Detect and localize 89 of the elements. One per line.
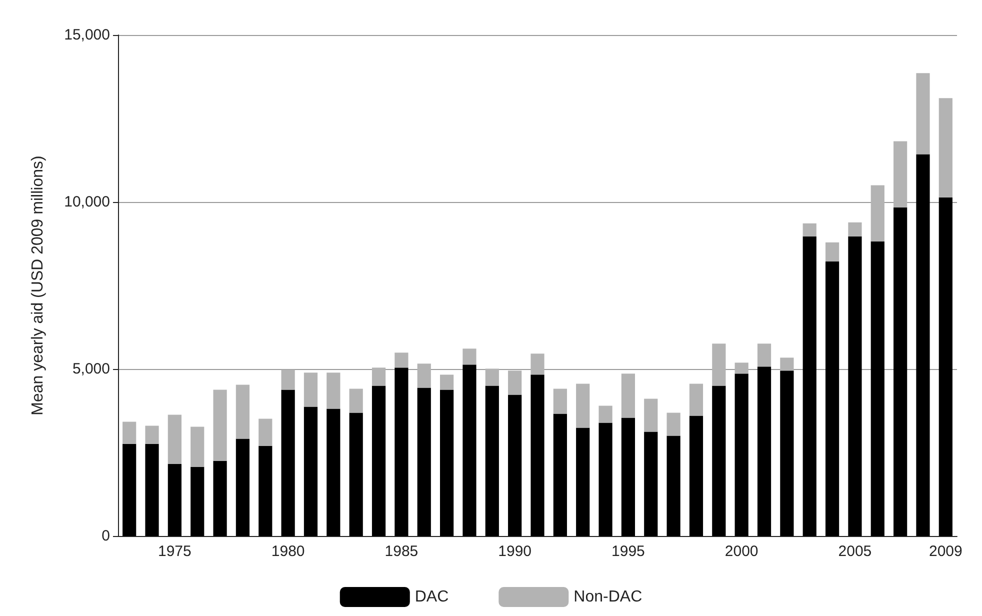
bar (848, 236, 862, 536)
bar (394, 352, 408, 368)
x-tick-label: 1975 (158, 543, 192, 560)
bar (394, 368, 408, 536)
bar (258, 418, 272, 446)
bar (712, 344, 726, 386)
bar (621, 418, 636, 536)
bar (576, 384, 590, 428)
bar (916, 154, 930, 536)
y-tick-label: 10,000 (64, 194, 110, 210)
bar (122, 422, 136, 444)
bar (349, 412, 363, 536)
bar (440, 390, 454, 536)
bar (734, 374, 748, 536)
bar (485, 386, 499, 536)
bar (802, 236, 816, 536)
bar (440, 374, 454, 390)
bar (190, 426, 204, 467)
bar (666, 436, 680, 536)
bar (553, 388, 567, 414)
bar (417, 388, 431, 536)
x-tick-label: 2000 (724, 543, 758, 560)
bar (281, 370, 295, 390)
y-tick-label: 15,000 (64, 26, 110, 44)
legend-label: DAC (414, 588, 449, 606)
bar (213, 390, 227, 461)
bar (825, 242, 840, 262)
bar (213, 460, 227, 536)
bar (757, 344, 772, 367)
bar (666, 412, 680, 436)
bar (372, 386, 386, 536)
x-tick-label: 2009 (928, 543, 962, 560)
bar (780, 358, 794, 371)
bar (462, 364, 476, 536)
bar (894, 207, 908, 536)
bar (938, 197, 952, 536)
bar (802, 223, 816, 236)
bar (780, 370, 794, 536)
bar (508, 370, 522, 395)
x-tick-label: 1980 (271, 543, 305, 560)
bar (598, 422, 612, 536)
y-tick-label: 0 (102, 528, 110, 544)
bar (689, 416, 704, 536)
bar (372, 368, 386, 386)
bar (576, 428, 590, 536)
bar (281, 390, 295, 536)
bar (644, 398, 658, 432)
bar (870, 185, 884, 242)
bar (145, 426, 159, 444)
bar (326, 372, 340, 409)
bar (145, 444, 159, 536)
bar (258, 446, 272, 536)
x-tick-label: 1995 (612, 543, 645, 560)
bar (825, 261, 840, 536)
legend-label: Non-DAC (574, 588, 642, 606)
bar (621, 374, 636, 418)
x-tick-label: 2005 (838, 543, 872, 560)
bar (417, 364, 431, 388)
bar (712, 386, 726, 536)
bar (734, 362, 748, 374)
bar (530, 354, 544, 375)
bar (236, 438, 250, 536)
bar (168, 414, 182, 464)
x-tick-label: 1990 (498, 543, 532, 560)
bar (553, 414, 567, 536)
bar (894, 141, 908, 208)
bar (644, 432, 658, 536)
bar (938, 98, 952, 198)
bar (689, 384, 704, 416)
bar (122, 444, 136, 536)
bar (916, 73, 930, 154)
bar (304, 372, 318, 407)
bar (462, 348, 476, 365)
y-tick-label: 5,000 (72, 360, 110, 378)
bar (508, 394, 522, 536)
bar (236, 384, 250, 439)
bar (304, 406, 318, 536)
bar (530, 374, 544, 536)
bar (168, 464, 182, 536)
bar (598, 406, 612, 423)
bar (757, 366, 772, 536)
bar (485, 368, 499, 386)
x-tick-label: 1985 (384, 543, 418, 560)
y-axis-title: Mean yearly aid (USD 2009 millions) (30, 156, 46, 416)
bar (870, 241, 884, 536)
bar (326, 408, 340, 536)
bar (349, 388, 363, 413)
bar (190, 466, 204, 536)
bar (848, 222, 862, 236)
